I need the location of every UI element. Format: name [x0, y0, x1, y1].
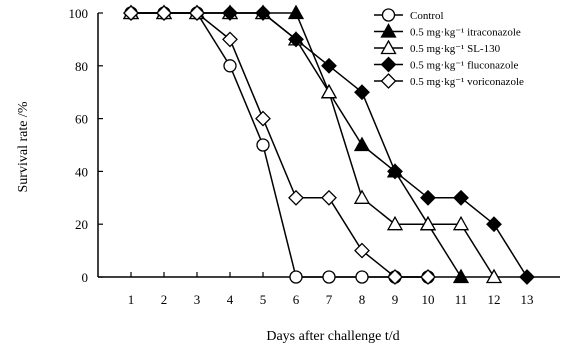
- series-sl-130-point: [353, 189, 371, 204]
- legend: Control 0.5 mg·kg⁻¹ itraconazole 0.5 mg·kg…: [374, 8, 524, 89]
- series-fluconazole-point: [420, 189, 436, 206]
- series-fluconazole-point: [453, 189, 469, 206]
- x-axis-title: Days after challenge t/d: [266, 329, 399, 344]
- series-voriconazole-point: [156, 5, 172, 21]
- x-tick-label: 2: [161, 292, 168, 307]
- legend-marker: [381, 8, 396, 22]
- series-voriconazole-point: [288, 189, 304, 206]
- series-layer: [122, 4, 535, 285]
- y-tick-label: 100: [69, 6, 89, 21]
- series-fluconazole-point: [321, 57, 337, 74]
- series-voriconazole-point: [354, 242, 370, 259]
- legend-label: 0.5 mg·kg⁻¹ voriconazole: [410, 76, 524, 88]
- x-tick-label: 11: [455, 292, 468, 307]
- series-fluconazole-point: [222, 5, 238, 21]
- series-fluconazole-point: [354, 84, 370, 101]
- y-tick-label: 40: [75, 164, 88, 179]
- series-sl-130-point: [452, 215, 470, 231]
- series-itraconazole-point: [452, 268, 470, 284]
- x-tick-label: 7: [326, 292, 333, 307]
- series-itraconazole-point: [353, 136, 371, 152]
- x-tick-label: 6: [293, 292, 300, 307]
- legend-label: 0.5 mg·kg⁻¹ SL-130: [410, 43, 501, 55]
- legend-label: 0.5 mg·kg⁻¹ itraconazole: [410, 27, 521, 39]
- x-tick-label: 12: [488, 292, 501, 307]
- series-control-point: [223, 59, 237, 73]
- series-voriconazole-point: [222, 31, 238, 48]
- legend-item-fluconazole: 0.5 mg·kg⁻¹ fluconazole: [374, 56, 518, 73]
- series-voriconazole-point: [255, 110, 271, 127]
- series-control-point: [289, 270, 303, 284]
- x-tick-label: 8: [359, 292, 366, 307]
- legend-marker: [380, 39, 397, 55]
- series-voriconazole-point: [387, 269, 403, 285]
- x-tick-label: 3: [194, 292, 201, 307]
- x-tick-label: 5: [260, 292, 267, 307]
- y-tick-label: 20: [75, 217, 88, 232]
- series-sl-130-point: [485, 268, 503, 284]
- series-control-point: [256, 138, 270, 152]
- series-control-point: [355, 270, 369, 284]
- y-tick-label: 60: [75, 112, 88, 127]
- x-tick-label: 10: [422, 292, 435, 307]
- series-sl-130-point: [419, 215, 437, 231]
- legend-marker: [380, 73, 397, 89]
- series-fluconazole-point: [387, 163, 403, 180]
- series-voriconazole-point: [321, 189, 337, 206]
- legend-label: Control: [410, 10, 444, 22]
- legend-label: 0.5 mg·kg⁻¹ fluconazole: [410, 60, 518, 72]
- legend-item-voriconazole: 0.5 mg·kg⁻¹ voriconazole: [374, 73, 524, 89]
- series-itraconazole-point: [287, 4, 305, 20]
- legend-item-control: Control: [374, 8, 444, 22]
- series-fluconazole-point: [486, 216, 502, 233]
- series-voriconazole: [123, 5, 436, 285]
- legend-marker: [380, 23, 397, 38]
- legend-item-itraconazole: 0.5 mg·kg⁻¹ itraconazole: [374, 23, 521, 39]
- x-tick-label: 9: [392, 292, 399, 307]
- series-voriconazole-point: [123, 5, 139, 21]
- series-fluconazole-point: [288, 31, 304, 48]
- series-sl-130-point: [386, 215, 404, 231]
- x-tick-label: 13: [521, 292, 534, 307]
- series-sl-130-point: [320, 83, 338, 99]
- x-tick-label: 1: [128, 292, 135, 307]
- legend-marker: [380, 56, 397, 73]
- y-tick-label: 0: [82, 270, 89, 285]
- legend-item-sl-130: 0.5 mg·kg⁻¹ SL-130: [374, 39, 501, 55]
- x-tick-label: 4: [227, 292, 234, 307]
- series-fluconazole-point: [255, 5, 271, 21]
- series-voriconazole-point: [189, 5, 205, 21]
- y-tick-label: 80: [75, 59, 88, 74]
- series-control-point: [322, 270, 336, 284]
- series-voriconazole-point: [420, 269, 436, 285]
- y-axis-title: Survival rate /%: [16, 101, 31, 192]
- series-fluconazole-point: [519, 269, 535, 285]
- series-voriconazole-line: [131, 12, 428, 278]
